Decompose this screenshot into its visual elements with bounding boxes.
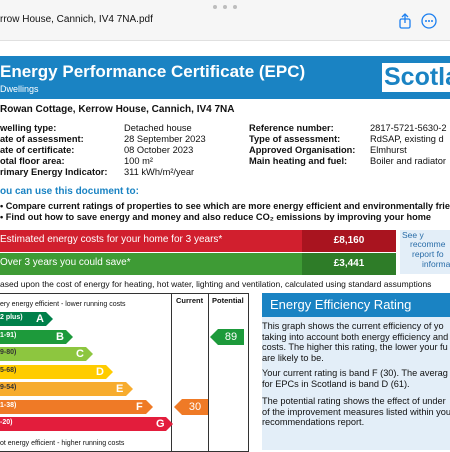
- bottom-efficiency-note: ot energy efficient - higher running cos…: [0, 440, 125, 447]
- rating-band-b: 1-91) B: [0, 329, 73, 344]
- date-certificate-value: 08 October 2023: [124, 145, 194, 155]
- reference-number-label: Reference number:: [249, 123, 334, 133]
- document-filename: rrow House, Cannich, IV4 7NA.pdf: [0, 14, 153, 25]
- para3-line: The potential rating shows the effect of…: [262, 396, 446, 406]
- floor-area-value: 100 m²: [124, 156, 153, 166]
- viewer-toolbar: rrow House, Cannich, IV4 7NA.pdf: [0, 0, 450, 41]
- rating-band-e: 9-54) E: [0, 382, 133, 396]
- more-icon[interactable]: [421, 13, 437, 29]
- band-range-label: 9-80): [0, 349, 17, 356]
- potential-column-header: Potential: [212, 296, 244, 305]
- usage-line-save: • Find out how to save energy and money …: [0, 212, 432, 222]
- para1-line: are likely to be.: [262, 352, 324, 363]
- approved-org-label: Approved Organisation:: [249, 145, 356, 155]
- efficiency-rating-heading: Energy Efficiency Rating: [270, 297, 412, 312]
- band-letter: C: [76, 348, 84, 360]
- para3-line: of the improvement measures listed withi…: [262, 406, 450, 417]
- top-efficiency-note: ery energy efficient - lower running cos…: [0, 301, 126, 308]
- see-line-3: report fo: [412, 249, 444, 259]
- see-line-4: informa: [422, 259, 450, 269]
- rating-band-d: 5-68) D: [0, 364, 113, 379]
- para1-line: taking into account both energy efficien…: [262, 331, 449, 342]
- reference-number-value: 2817-5721-5630-2: [370, 123, 447, 133]
- band-range-label: 1-91): [0, 331, 17, 339]
- efficiency-rating-panel: Energy Efficiency Rating This graph show…: [262, 293, 450, 450]
- band-letter: A: [36, 313, 44, 325]
- country-label: Scotla: [382, 63, 450, 92]
- band-range-label: 1-38): [0, 401, 17, 409]
- efficiency-rating-heading-bar: Energy Efficiency Rating: [262, 293, 450, 317]
- floor-area-label: otal floor area:: [0, 156, 65, 166]
- drag-handle[interactable]: [209, 5, 241, 9]
- band-range-label: 9-54): [0, 384, 17, 391]
- heating-fuel-label: Main heating and fuel:: [249, 156, 348, 166]
- para2-line: for EPCs in Scotland is band D (61).: [262, 378, 410, 389]
- cost-basis-note: ased upon the cost of energy for heating…: [0, 279, 432, 289]
- estimated-cost-label: Estimated energy costs for your home for…: [0, 234, 223, 245]
- assessment-type-label: Type of assessment:: [249, 134, 341, 144]
- rating-band-f: 1-38) F: [0, 399, 153, 414]
- band-range-label: 5-68): [0, 366, 17, 374]
- band-letter: E: [116, 383, 124, 395]
- date-assessment-value: 28 September 2023: [124, 134, 206, 144]
- efficiency-para-1: This graph shows the current efficiency …: [262, 321, 448, 363]
- usage-title: ou can use this document to:: [0, 186, 139, 197]
- save-cost-value: £3,441: [302, 253, 396, 275]
- heating-fuel-value: Boiler and radiator: [370, 156, 446, 166]
- band-letter: G: [156, 418, 165, 430]
- efficiency-para-2: Your current rating is band F (30). The …: [262, 368, 448, 389]
- current-column-header: Current: [176, 296, 204, 305]
- see-line-1: See y: [402, 230, 424, 240]
- usage-line-compare-text: Compare current ratings of properties to…: [5, 201, 450, 211]
- save-cost-label: Over 3 years you could save*: [0, 257, 131, 268]
- property-address: Rowan Cottage, Kerrow House, Cannich, IV…: [0, 104, 235, 115]
- approved-org-value: Elmhurst: [370, 145, 407, 155]
- usage-line-save-text: Find out how to save energy and money an…: [5, 212, 432, 222]
- epc-header: Energy Performance Certificate (EPC) Dwe…: [0, 56, 450, 99]
- document-page: Energy Performance Certificate (EPC) Dwe…: [0, 41, 450, 452]
- para2-line: Your current rating is band F (30). The …: [262, 368, 448, 378]
- energy-indicator-value: 311 kWh/m²/year: [124, 167, 195, 177]
- efficiency-rating-chart: Current Potential ery energy efficient -…: [0, 293, 249, 452]
- band-range-label: -20): [0, 419, 13, 426]
- rating-band-c: 9-80) C: [0, 347, 93, 361]
- rating-band-g: -20) G: [0, 417, 173, 431]
- epc-subtitle: Dwellings: [0, 84, 39, 94]
- para1-line: This graph shows the current efficiency …: [262, 321, 444, 331]
- band-letter: B: [56, 330, 64, 343]
- band-letter: D: [96, 365, 104, 378]
- band-range-label: 2 plus): [0, 314, 23, 321]
- potential-rating-pointer-value: 89: [218, 328, 244, 345]
- rating-band-a: 2 plus) A: [0, 312, 53, 326]
- efficiency-para-3: The potential rating shows the effect of…: [262, 396, 450, 428]
- dwelling-type-value: Detached house: [124, 123, 192, 133]
- share-icon[interactable]: [397, 13, 413, 29]
- band-letter: F: [136, 400, 143, 413]
- date-certificate-label: ate of certificate:: [0, 145, 75, 155]
- estimated-cost-value: £8,160: [302, 230, 396, 252]
- usage-line-compare: • Compare current ratings of properties …: [0, 201, 450, 211]
- dwelling-type-label: welling type:: [0, 123, 57, 133]
- para1-line: costs. The higher this rating, the lower…: [262, 342, 448, 352]
- para3-line: recommendations report.: [262, 417, 365, 427]
- see-line-2: recomme: [410, 239, 446, 249]
- see-recommendations-box[interactable]: See y recomme report fo informa: [400, 230, 450, 274]
- estimated-cost-bar: Estimated energy costs for your home for…: [0, 230, 396, 252]
- energy-indicator-label: rimary Energy Indicator:: [0, 167, 108, 177]
- epc-title: Energy Performance Certificate (EPC): [0, 62, 306, 81]
- save-cost-bar: Over 3 years you could save* £3,441: [0, 253, 396, 275]
- assessment-type-value: RdSAP, existing d: [370, 134, 444, 144]
- current-rating-pointer-value: 30: [182, 398, 208, 415]
- date-assessment-label: ate of assessment:: [0, 134, 84, 144]
